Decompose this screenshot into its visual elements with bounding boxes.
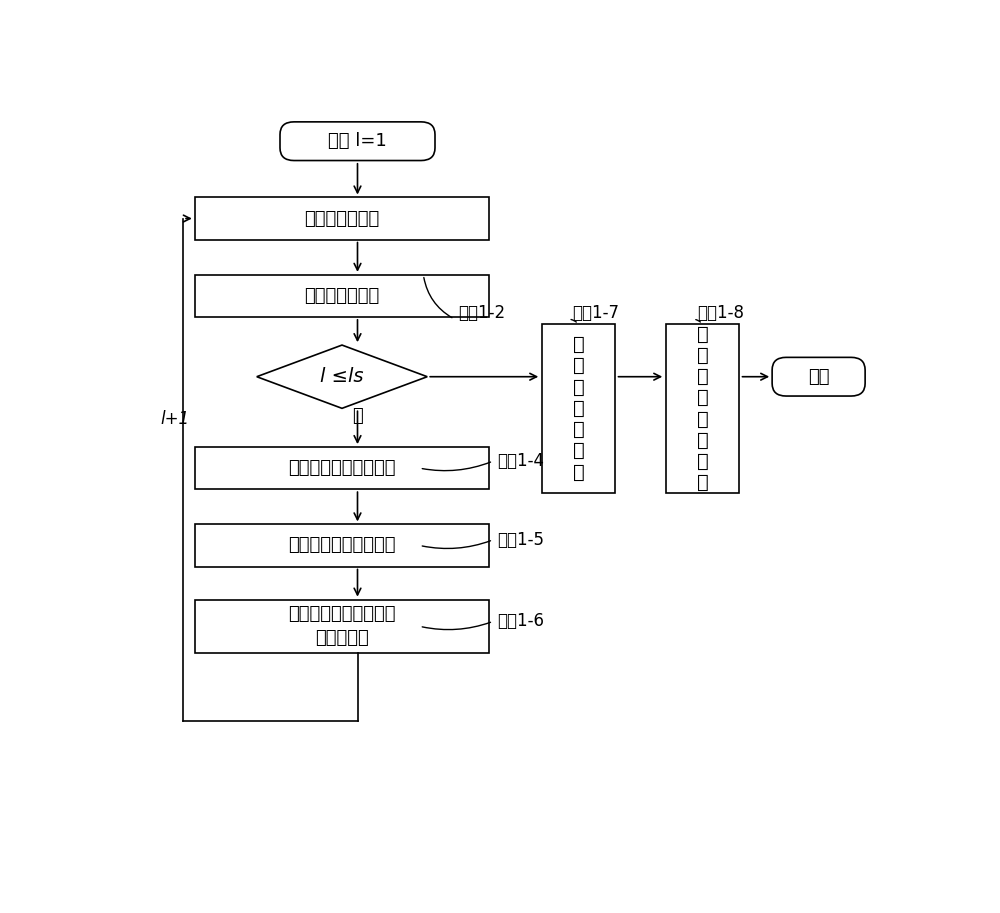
Text: 结束: 结束 [808,368,829,385]
Polygon shape [257,345,427,408]
Text: 是: 是 [352,407,363,425]
Text: 计
算
期
望
平
均
値: 计 算 期 望 平 均 値 [572,335,584,481]
Bar [542,324,615,493]
Bar [195,275,489,317]
Text: 开始 l=1: 开始 l=1 [328,132,387,151]
Text: 步骤1-6: 步骤1-6 [497,613,544,630]
Bar [195,197,489,239]
Bar [195,524,489,566]
Text: 步骤1-4: 步骤1-4 [497,452,544,470]
Text: 步骤1-8: 步骤1-8 [697,304,744,322]
Text: 数据写入缓冲区: 数据写入缓冲区 [304,209,380,227]
Text: 步骤1-2: 步骤1-2 [458,304,505,322]
Text: 步骤1-7: 步骤1-7 [572,304,619,322]
FancyBboxPatch shape [772,357,865,396]
Bar [195,600,489,653]
Text: 计算通道互相关功率谱: 计算通道互相关功率谱 [288,537,396,554]
Text: l+1: l+1 [161,410,190,428]
Text: 计算功率谱的自相关、
互相关系数: 计算功率谱的自相关、 互相关系数 [288,605,396,647]
Text: 加窗傅里叶变换: 加窗傅里叶变换 [304,287,380,305]
Text: 计
算
通
道
传
输
函
数: 计 算 通 道 传 输 函 数 [696,324,708,492]
Bar [195,447,489,489]
FancyBboxPatch shape [280,121,435,161]
Text: 步骤1-5: 步骤1-5 [497,530,544,549]
Bar [666,324,739,493]
Text: 计算通道自相关功率谱: 计算通道自相关功率谱 [288,459,396,477]
Text: l ≤ls: l ≤ls [320,367,364,386]
